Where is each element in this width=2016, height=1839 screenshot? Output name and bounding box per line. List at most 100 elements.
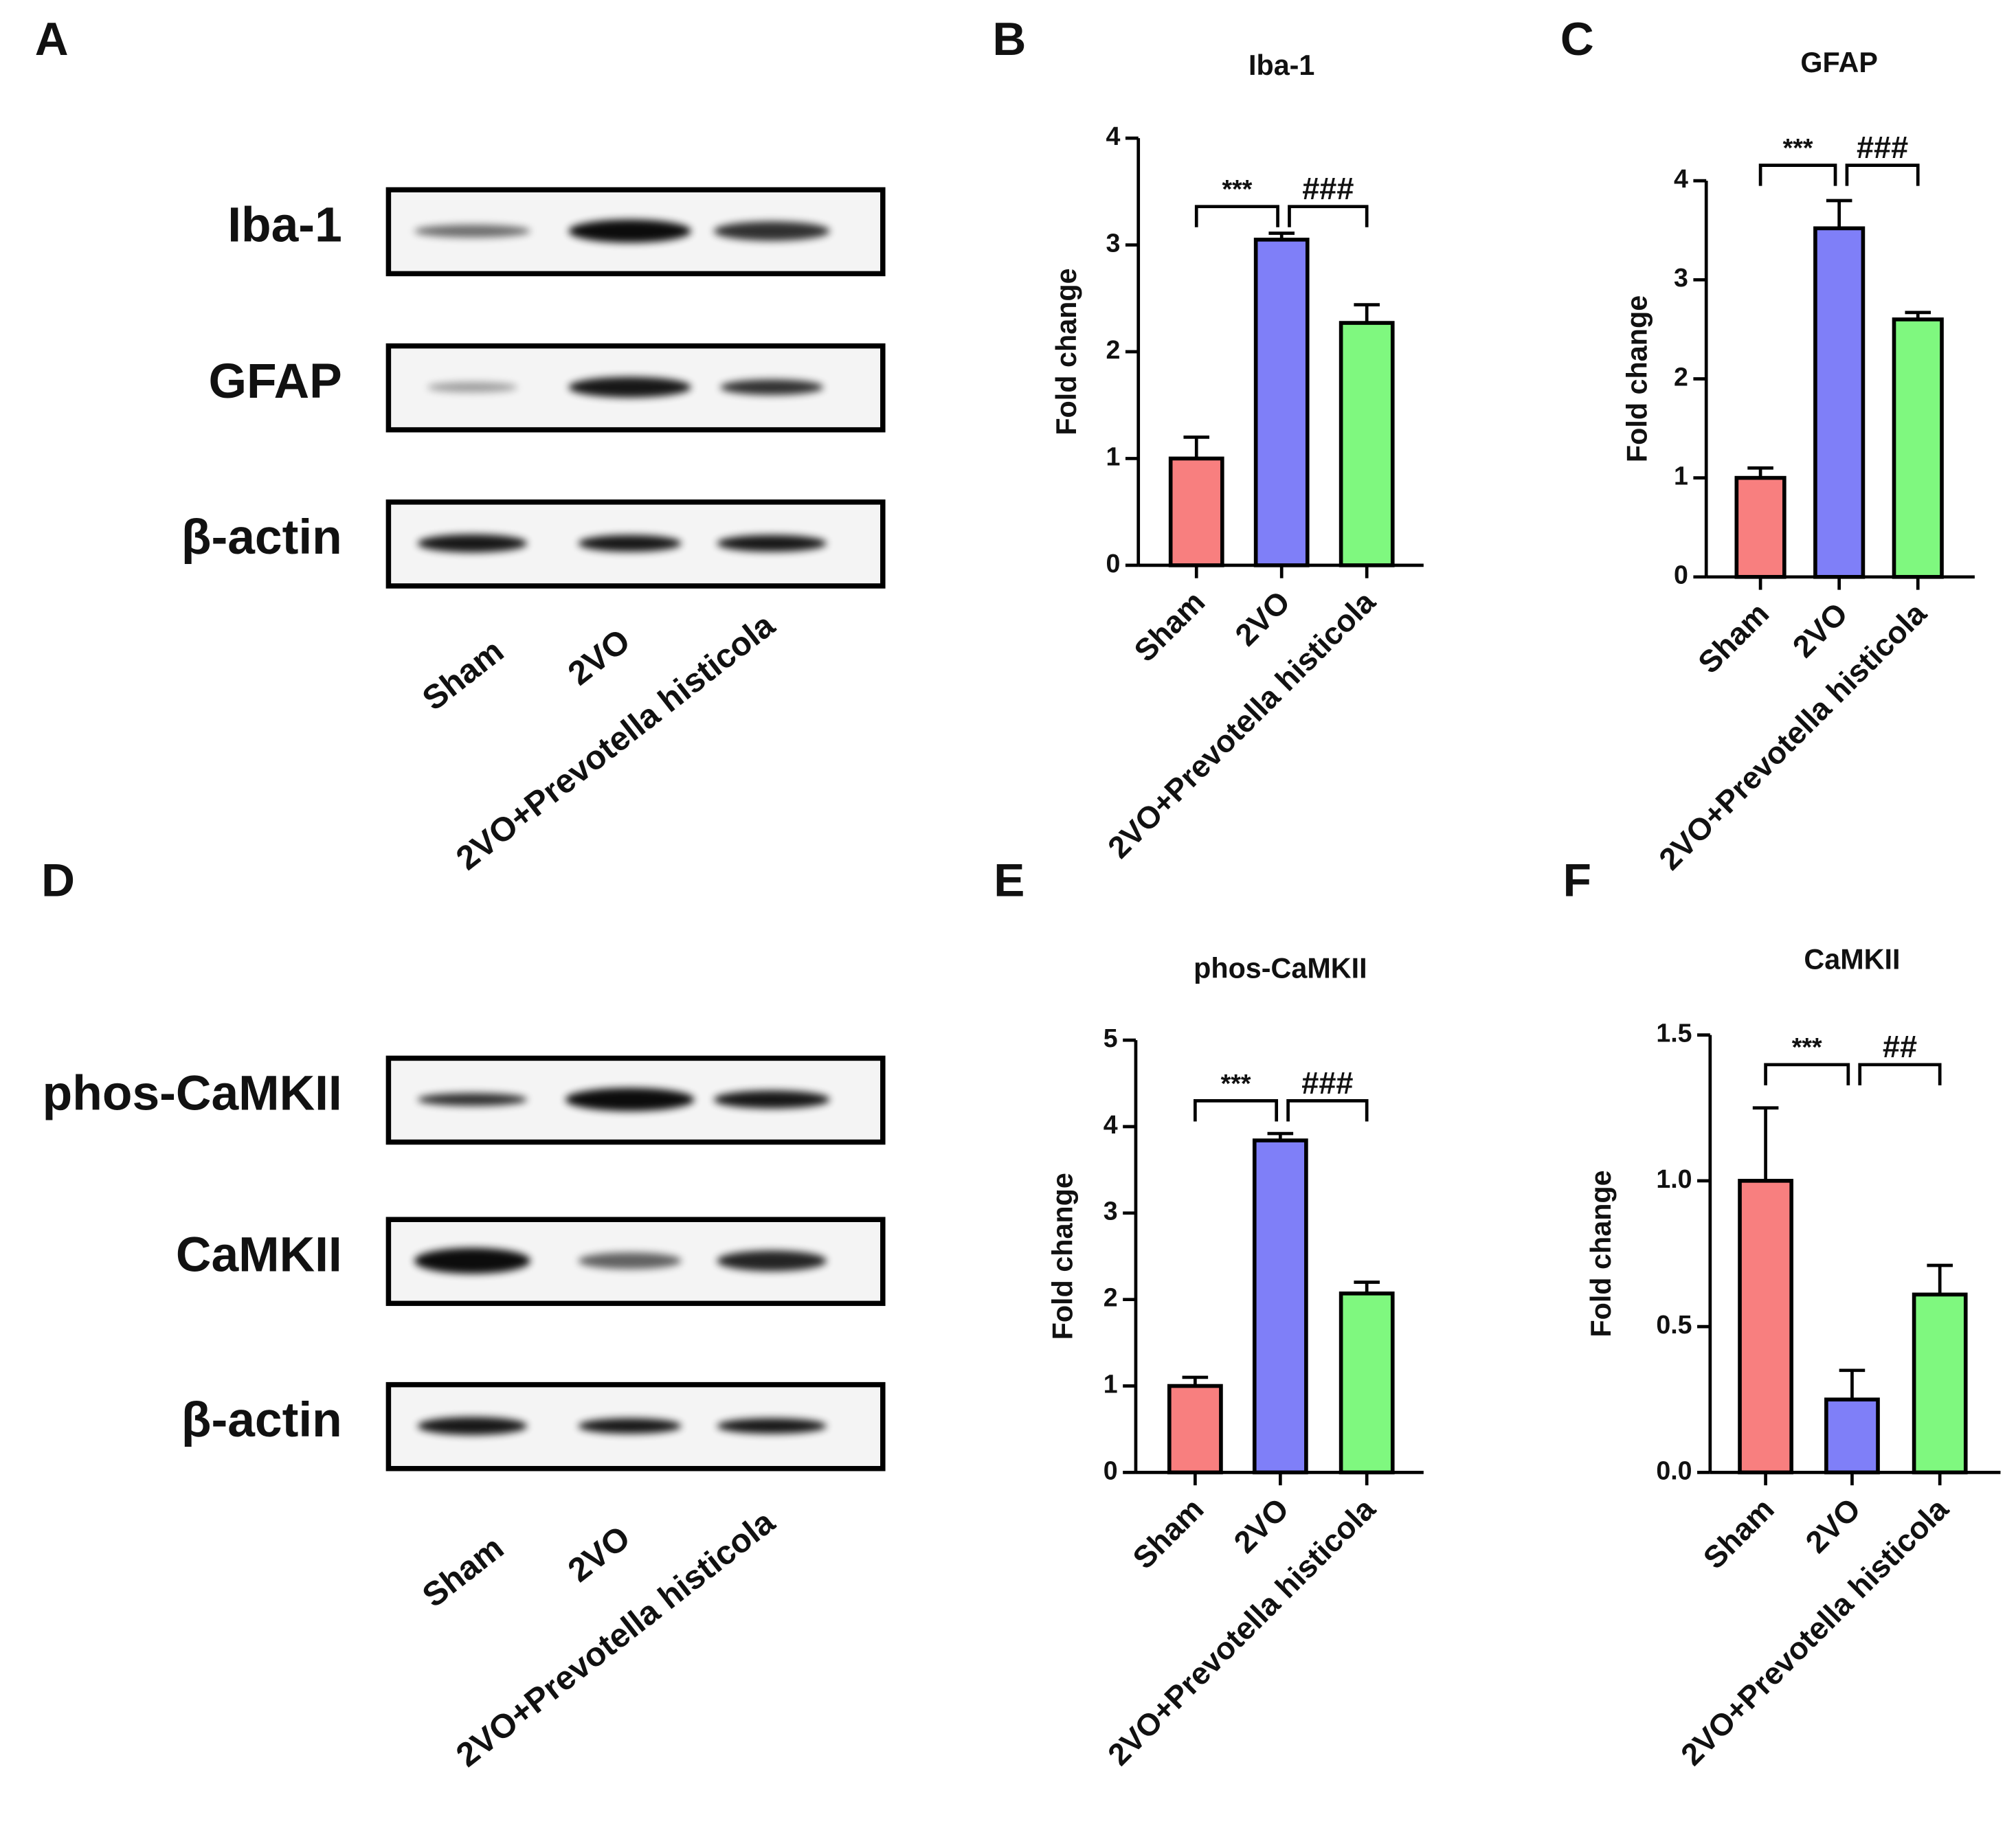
bar bbox=[1339, 321, 1395, 567]
significance-bracket bbox=[1286, 1099, 1369, 1122]
y-tick-label: 1.5 bbox=[1656, 1019, 1692, 1048]
bar bbox=[1912, 1292, 1968, 1475]
x-tick-label: Sham bbox=[1691, 596, 1776, 680]
blot-band bbox=[565, 1087, 695, 1112]
error-bar bbox=[1354, 303, 1380, 324]
y-tick-label: 0 bbox=[1104, 1456, 1118, 1485]
error-bar bbox=[1183, 436, 1210, 459]
blot-band bbox=[713, 1090, 830, 1109]
blot-band bbox=[720, 379, 824, 395]
blot-row-label: GFAP bbox=[208, 354, 341, 409]
bar bbox=[1168, 456, 1224, 567]
y-tick-label: 0.0 bbox=[1656, 1456, 1692, 1485]
lane-label: Sham bbox=[416, 1529, 511, 1614]
y-axis-label: Fold change bbox=[1051, 268, 1082, 435]
bar bbox=[1813, 226, 1866, 579]
bar bbox=[1824, 1397, 1880, 1475]
x-tick-label: 2VO bbox=[1786, 596, 1855, 664]
blot-band bbox=[717, 1250, 827, 1272]
bar bbox=[1892, 317, 1944, 579]
significance-bracket bbox=[1194, 1099, 1279, 1122]
panel-letter: B bbox=[992, 14, 1026, 65]
y-tick-label: 2 bbox=[1104, 1283, 1118, 1312]
significance-label: ## bbox=[1883, 1029, 1917, 1064]
y-axis-label: Fold change bbox=[1585, 1170, 1617, 1337]
bar bbox=[1253, 237, 1310, 567]
blot-band bbox=[713, 221, 830, 241]
panel-letter: C bbox=[1560, 14, 1594, 65]
x-tick-label: 2VO bbox=[1799, 1491, 1868, 1560]
significance-label: *** bbox=[1221, 1069, 1251, 1098]
blot-band bbox=[417, 1417, 528, 1435]
y-tick-label: 3 bbox=[1104, 1197, 1118, 1226]
blot-row-label: Iba-1 bbox=[227, 197, 342, 252]
blot-row-label: β-actin bbox=[181, 1392, 342, 1447]
significance-label: ### bbox=[1301, 1065, 1353, 1101]
significance-bracket bbox=[1858, 1063, 1942, 1085]
blot-band bbox=[717, 534, 827, 552]
y-tick-label: 0.5 bbox=[1656, 1310, 1692, 1339]
significance-label: *** bbox=[1222, 174, 1252, 203]
y-tick-label: 3 bbox=[1106, 229, 1121, 258]
blot-band bbox=[427, 382, 518, 393]
y-tick-label: 4 bbox=[1104, 1110, 1118, 1139]
blot-band bbox=[414, 225, 531, 238]
lane-label: 2VO bbox=[561, 622, 637, 692]
significance-bracket bbox=[1758, 163, 1837, 186]
x-tick-label: 2VO bbox=[1227, 1491, 1296, 1560]
chart-title: CaMKII bbox=[1804, 943, 1900, 975]
bar bbox=[1252, 1138, 1308, 1475]
significance-bracket bbox=[1764, 1063, 1850, 1085]
panel-letter: D bbox=[41, 855, 75, 907]
y-tick-label: 1 bbox=[1674, 462, 1688, 490]
y-axis-label: Fold change bbox=[1047, 1173, 1079, 1340]
blot-band bbox=[417, 1093, 528, 1106]
y-tick-label: 2 bbox=[1106, 335, 1121, 364]
blot-band bbox=[568, 376, 691, 398]
significance-bracket bbox=[1194, 205, 1279, 227]
blot-band bbox=[417, 534, 528, 553]
bar bbox=[1167, 1384, 1223, 1475]
chart-title: GFAP bbox=[1800, 47, 1877, 78]
chart-title: Iba-1 bbox=[1248, 49, 1314, 81]
blot-band bbox=[578, 534, 682, 552]
error-bar bbox=[1826, 199, 1852, 229]
error-bar bbox=[1839, 1368, 1866, 1400]
significance-label: ### bbox=[1302, 171, 1354, 206]
y-tick-label: 0 bbox=[1106, 549, 1121, 578]
bar bbox=[1734, 475, 1787, 579]
x-tick-label: Sham bbox=[1126, 1491, 1211, 1576]
panel-letter: E bbox=[994, 855, 1024, 907]
blot-band bbox=[568, 219, 691, 243]
significance-bracket bbox=[1845, 163, 1920, 186]
significance-label: *** bbox=[1792, 1033, 1822, 1061]
x-tick-label: 2VO bbox=[1228, 584, 1297, 653]
x-tick-label: Sham bbox=[1696, 1491, 1781, 1576]
lane-label: 2VO bbox=[561, 1519, 637, 1590]
y-tick-label: 1.0 bbox=[1656, 1164, 1692, 1193]
y-tick-label: 4 bbox=[1674, 164, 1688, 193]
error-bar bbox=[1927, 1263, 1953, 1295]
blot-band bbox=[578, 1252, 682, 1270]
y-axis-label: Fold change bbox=[1621, 295, 1653, 462]
y-tick-label: 3 bbox=[1674, 263, 1688, 292]
significance-label: ### bbox=[1857, 130, 1908, 165]
y-tick-label: 4 bbox=[1106, 122, 1121, 150]
lane-label: Sham bbox=[416, 632, 511, 717]
error-bar bbox=[1752, 1106, 1779, 1181]
chart-title: phos-CaMKII bbox=[1194, 953, 1367, 984]
blot-band bbox=[414, 1248, 531, 1274]
y-tick-label: 2 bbox=[1674, 362, 1688, 391]
significance-bracket bbox=[1288, 205, 1369, 227]
blot-band bbox=[717, 1418, 827, 1434]
y-tick-label: 1 bbox=[1104, 1369, 1118, 1398]
blot-band bbox=[578, 1418, 682, 1434]
y-tick-label: 5 bbox=[1104, 1024, 1118, 1052]
panel-letter: A bbox=[35, 14, 69, 65]
bar bbox=[1339, 1291, 1395, 1475]
y-tick-label: 0 bbox=[1674, 561, 1688, 589]
blot-row-label: β-actin bbox=[181, 510, 342, 565]
blot-row-label: CaMKII bbox=[176, 1227, 342, 1282]
x-tick-label: Sham bbox=[1127, 584, 1211, 668]
